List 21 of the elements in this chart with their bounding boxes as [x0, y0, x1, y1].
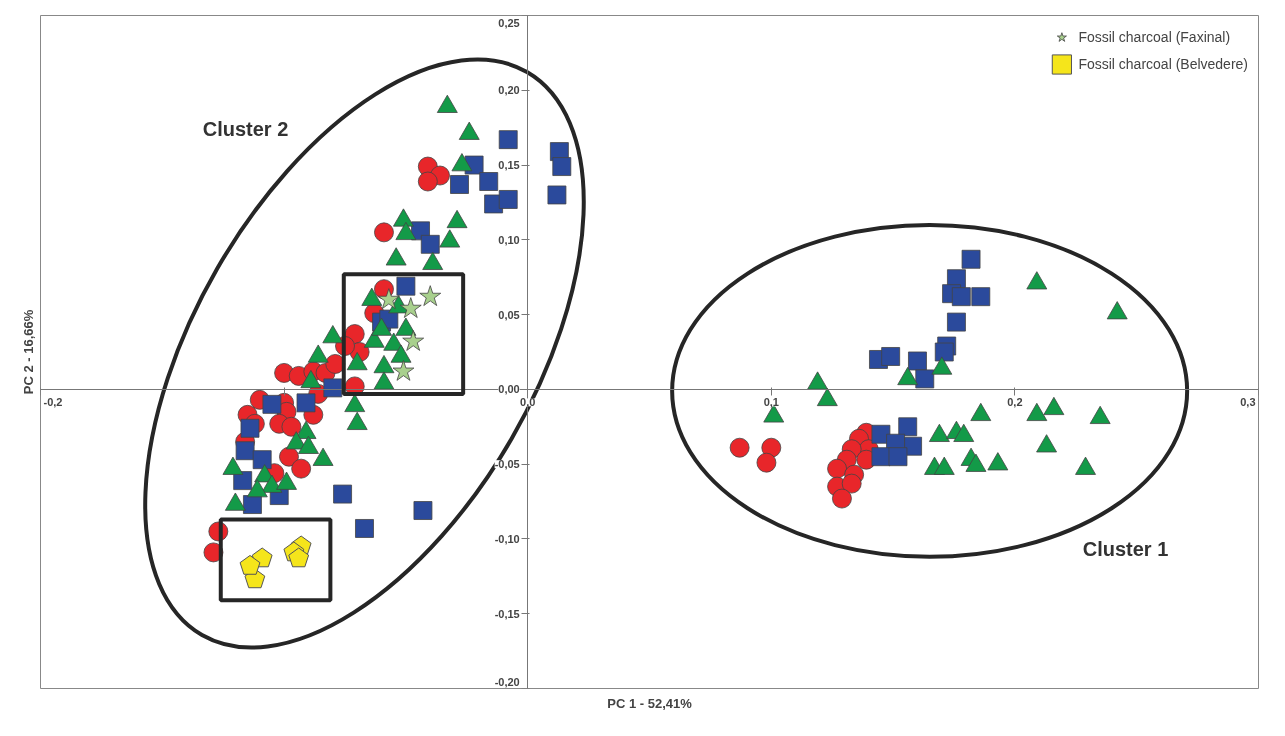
x-tick-label: 0,1: [763, 396, 779, 409]
y-tick-label: 0,20: [498, 84, 520, 97]
y-tick-label: 0,05: [498, 308, 520, 321]
annotation: Cluster 2: [202, 117, 289, 140]
x-axis-title: PC 1 - 52,41%: [607, 695, 693, 711]
y-axis-title: PC 2 - 16,66%: [20, 309, 36, 395]
legend-label: Fossil charcoal (Belvedere): [1078, 56, 1248, 72]
y-tick-label: 0,15: [498, 159, 520, 172]
x-tick-label: -0,2: [43, 396, 63, 409]
y-tick-label: -0,10: [494, 532, 520, 545]
x-tick-label: 0,0: [520, 396, 536, 409]
annotation: Cluster 1: [1082, 537, 1169, 560]
y-tick-label: 0,00: [498, 383, 520, 396]
legend-label: Fossil charcoal (Faxinal): [1078, 29, 1231, 45]
x-tick-label: 0,2: [1007, 396, 1023, 409]
y-tick-label: -0,05: [494, 458, 520, 471]
y-tick-label: -0,15: [494, 607, 520, 620]
y-tick-label: -0,20: [494, 675, 520, 688]
y-tick-label: 0,25: [498, 16, 520, 29]
x-tick-label: 0,3: [1240, 396, 1256, 409]
y-tick-label: 0,10: [498, 233, 520, 246]
